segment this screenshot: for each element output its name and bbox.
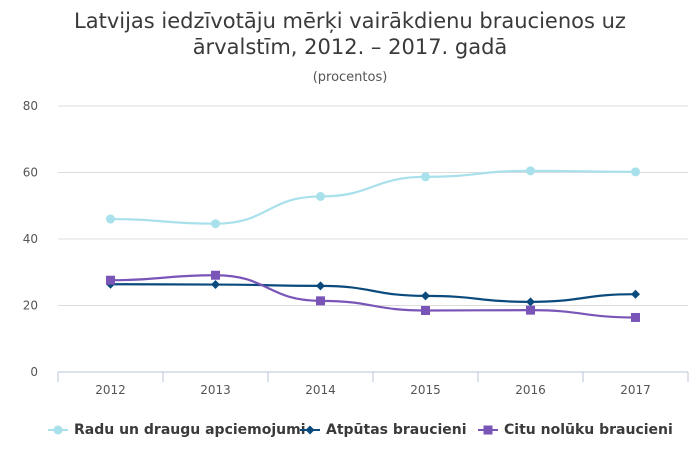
legend: Radu un draugu apciemojumi Atpūtas brauci… [0,422,700,444]
series-1 [106,166,640,229]
data-point [631,167,640,177]
legend-marker [53,425,63,435]
data-point [526,166,535,176]
legend-swatch-icon [300,425,320,435]
data-point [211,280,220,290]
legend-swatch-icon [478,425,498,435]
series-line [110,169,636,225]
chart-title: Latvijas iedzīvotāju mērķi vairākdienu b… [0,8,700,60]
data-point [211,270,220,280]
chart-title-line-2: ārvalstīm, 2012. – 2017. gadā [192,35,508,59]
legend-marker [305,425,315,435]
x-tick-label: 2012 [95,383,126,397]
legend-label: Atpūtas braucieni [326,422,467,438]
legend-label: Citu nolūku braucieni [504,422,673,438]
chart-subtitle: (procentos) [312,70,388,85]
legend-label: Radu un draugu apciemojumi [74,422,306,438]
data-point [106,214,115,224]
x-tick-label: 2017 [620,383,651,397]
axes: 0 20 40 60 80 2012 2013 2014 2015 2016 2017 [23,99,689,397]
data-point [316,296,325,306]
line-chart: 0 20 40 60 80 2012 2013 2014 2015 2016 2017 [23,99,689,397]
data-point [631,289,640,299]
data-point [211,219,220,229]
data-point [421,172,430,182]
legend-swatch-icon [48,425,68,435]
legend-item[interactable]: Atpūtas braucieni [300,422,467,438]
data-point [106,275,115,285]
series-line [110,274,636,319]
series-line [110,283,636,303]
grid-lines [58,105,688,306]
data-point [421,305,430,315]
series-3 [106,270,640,322]
legend-marker [483,425,493,435]
legend-item[interactable]: Citu nolūku braucieni [478,422,673,438]
y-tick-label: 0 [30,365,38,379]
chart-title-line-1: Latvijas iedzīvotāju mērķi vairākdienu b… [74,9,626,33]
x-tick-label: 2014 [305,383,336,397]
y-tick-label: 80 [23,99,38,113]
series-2 [106,279,640,307]
data-point [421,291,430,301]
data-point [526,297,535,307]
data-point [316,281,325,291]
x-tick-label: 2013 [200,383,231,397]
series-lines [106,166,640,322]
y-tick-label: 40 [23,232,38,246]
data-point [526,305,535,315]
y-tick-label: 20 [23,299,38,313]
data-point [631,312,640,322]
x-tick-label: 2016 [515,383,546,397]
data-point [316,191,325,201]
legend-item[interactable]: Radu un draugu apciemojumi [48,422,306,438]
y-tick-label: 60 [23,166,38,180]
x-tick-label: 2015 [410,383,441,397]
